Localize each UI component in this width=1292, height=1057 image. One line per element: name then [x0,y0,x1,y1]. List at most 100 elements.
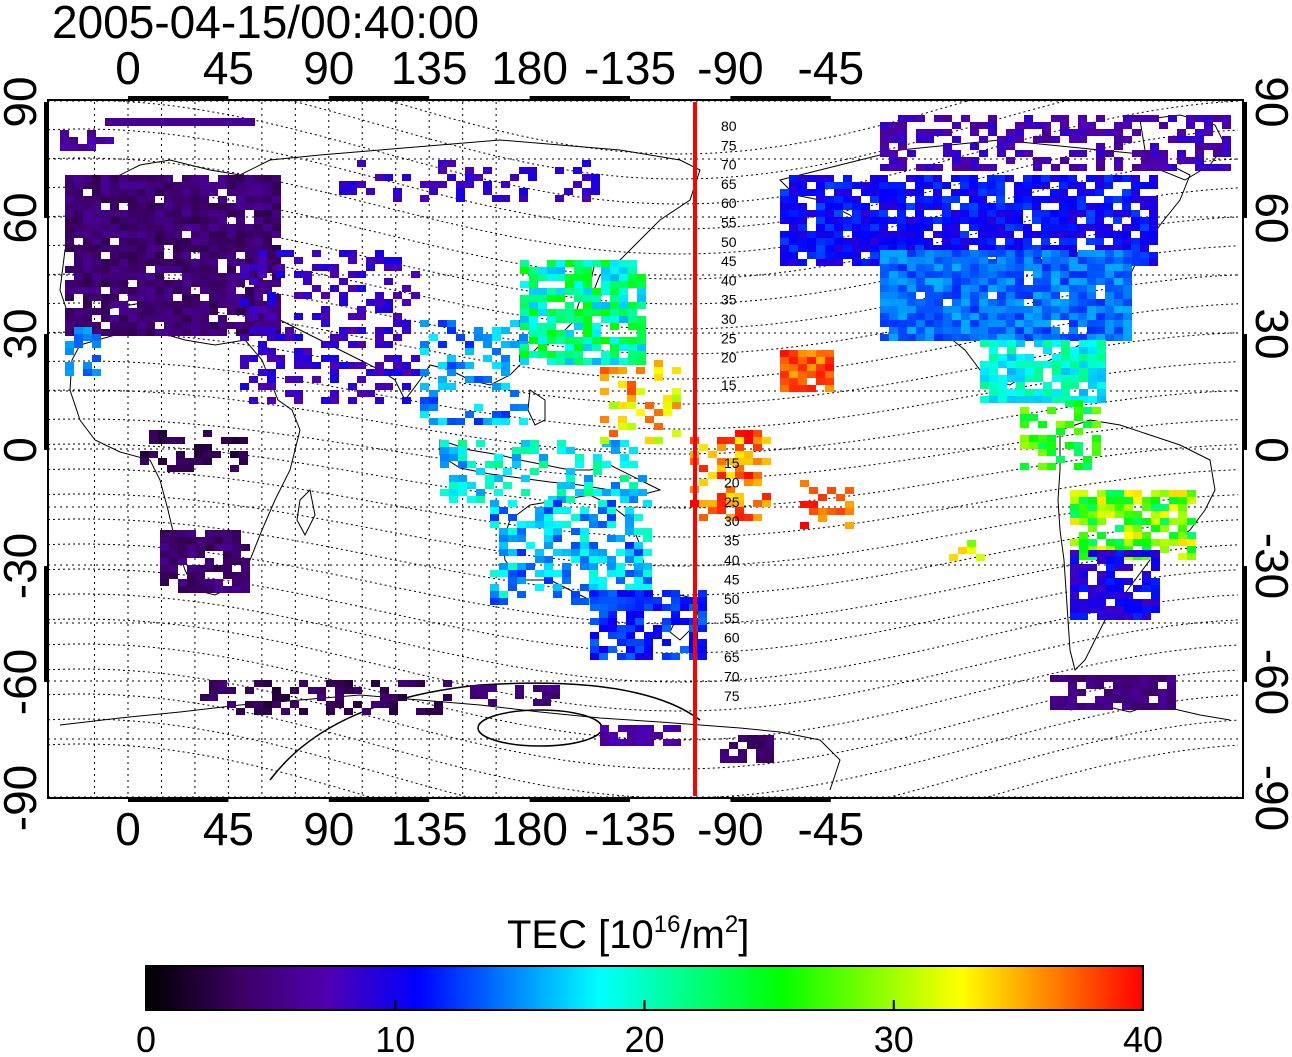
tec-cell [1006,306,1015,313]
tec-cell [611,489,620,496]
tec-cell [916,299,925,306]
tec-cell [547,288,556,295]
tec-cell [978,238,987,245]
tec-cell [544,563,553,570]
tec-cell [629,496,638,503]
tec-cell [1106,539,1115,546]
tec-cell [879,196,888,203]
tec-cell [411,271,420,278]
tec-cell [1204,143,1213,150]
tec-cell [1095,210,1104,217]
tec-cell [1016,389,1025,396]
tec-cell [101,210,110,217]
tec-cell [1068,682,1077,689]
tec-cell [1024,250,1033,257]
tec-cell [970,299,979,306]
tec-cell [236,308,245,315]
axis-tick-bar [530,797,630,802]
tec-cell [952,257,961,264]
tec-cell [83,301,92,308]
tec-cell [330,376,339,383]
tec-cell [438,181,447,188]
tec-cell [816,364,825,371]
tec-cell [538,337,547,344]
tec-cell [1060,122,1069,129]
tec-cell [241,586,250,593]
tec-cell [566,475,575,482]
tec-cell [542,699,551,706]
tec-cell [1088,375,1097,382]
tec-cell [92,266,101,273]
tec-cell [951,217,960,224]
tec-cell [1149,689,1158,696]
tec-cell [236,210,245,217]
tec-cell [915,196,924,203]
tec-cell [538,267,547,274]
tec-cell [861,231,870,238]
tec-cell [366,188,375,195]
tec-cell [449,475,458,482]
tec-cell [389,694,398,701]
tec-cell [535,584,544,591]
tec-cell [128,266,137,273]
tec-cell [807,385,816,392]
tec-cell [137,329,146,336]
tec-cell [83,369,92,376]
tec-cell [1014,203,1023,210]
tec-cell [628,358,637,365]
tec-cell [952,299,961,306]
tec-cell [223,551,232,558]
tec-cell [1131,696,1140,703]
tec-cell [194,451,203,458]
tec-cell [1088,354,1097,361]
tec-cell [1069,327,1078,334]
tec-cell [191,182,200,189]
tec-cell [924,217,933,224]
tec-cell [970,327,979,334]
tec-cell [582,174,591,181]
tec-cell [1032,182,1041,189]
tec-cell [182,266,191,273]
tec-cell [501,181,510,188]
tec-cell [626,632,635,639]
tec-cell [1151,550,1160,557]
tec-cell [961,271,970,278]
tec-cell [1113,210,1122,217]
tec-cell [907,278,916,285]
tec-cell [744,451,753,458]
tec-cell [1088,368,1097,375]
tec-cell [907,306,916,313]
tec-cell [83,182,92,189]
tec-cell [593,468,602,475]
tec-cell [1106,497,1115,504]
tec-cell [574,274,583,281]
tec-cell [223,558,232,565]
tec-cell [898,313,907,320]
tec-cell [1074,463,1083,470]
tec-cell [699,479,708,486]
tec-cell [987,203,996,210]
tec-cell [530,440,539,447]
tec-cell [101,182,110,189]
tec-cell [1106,550,1115,557]
tec-cell [845,522,854,529]
tec-cell [880,334,889,341]
tec-cell [74,287,83,294]
tec-cell [916,250,925,257]
tec-cell [74,231,83,238]
tec-cell [299,680,308,687]
tec-cell [616,549,625,556]
tec-cell [1029,435,1038,442]
tec-cell [547,337,556,344]
tec-cell [119,266,128,273]
tec-cell [1105,278,1114,285]
tec-cell [989,375,998,382]
tec-cell [610,267,619,274]
tec-cell [169,537,178,544]
tec-cell [1169,532,1178,539]
tec-cell [889,327,898,334]
tec-cell [353,687,362,694]
tec-cell [600,739,609,746]
tec-cell [146,294,155,301]
tec-cell [492,383,501,390]
